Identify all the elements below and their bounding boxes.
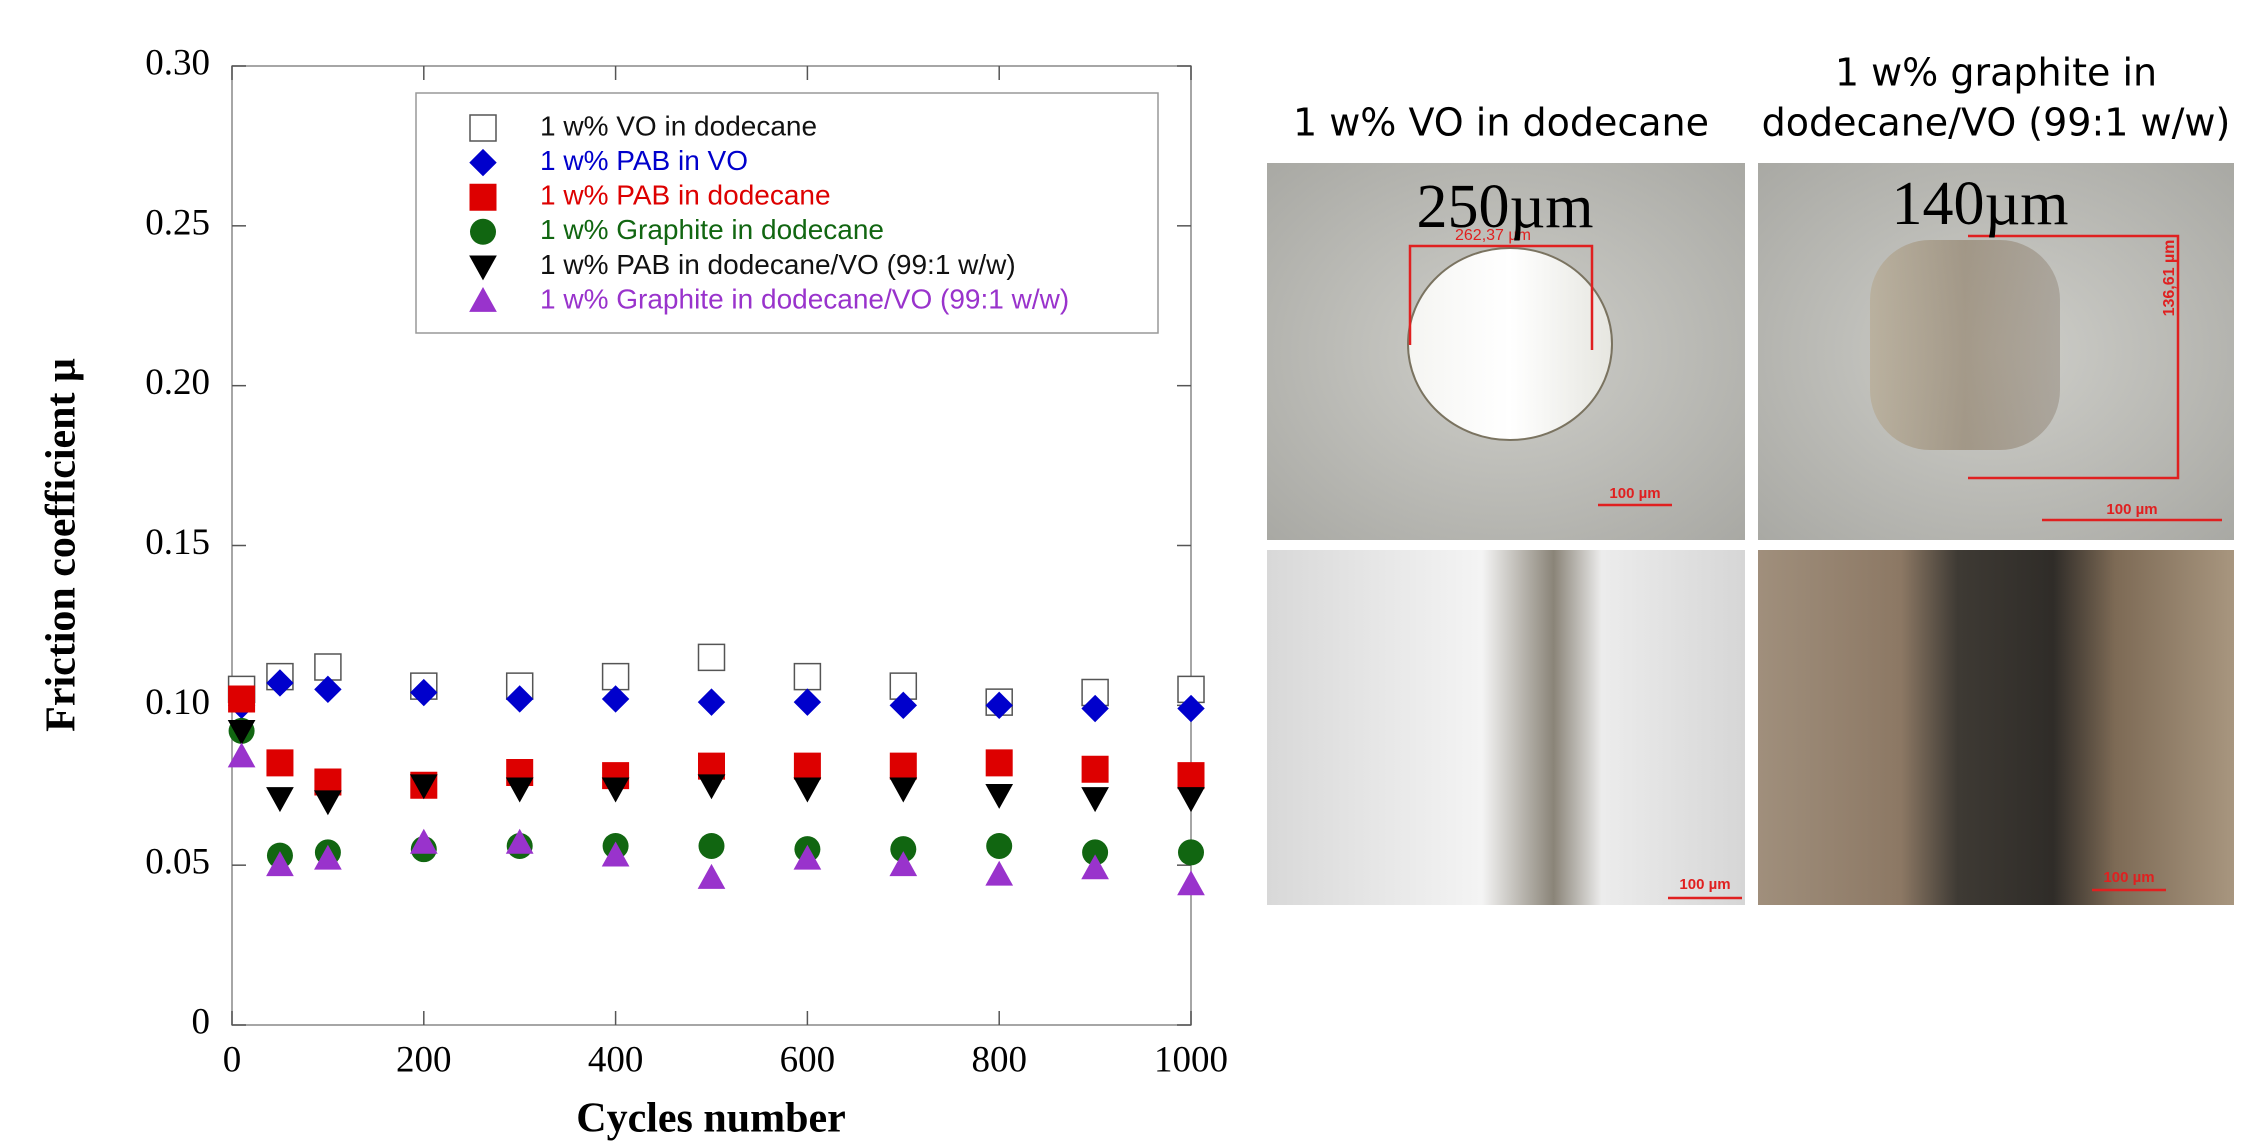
x-tick-label: 200: [396, 1039, 452, 1080]
x-axis-title: Cycles number: [576, 1096, 845, 1142]
legend-label: 1 w% Graphite in dodecane/VO (99:1 w/w): [540, 283, 1069, 314]
panel-title: 1 w% graphite in: [1835, 51, 2157, 95]
scale-label: 100 µm: [2106, 501, 2157, 518]
x-tick-label: 1000: [1154, 1039, 1228, 1080]
legend-label: 1 w% VO in dodecane: [540, 110, 817, 141]
legend-marker: [470, 219, 496, 245]
scar-size: 250µm: [1417, 173, 1594, 241]
data-point: [267, 788, 293, 811]
data-point: [699, 833, 725, 859]
data-point: [890, 753, 916, 779]
y-tick-label: 0.30: [145, 42, 210, 83]
legend-marker: [470, 115, 496, 141]
data-point: [1082, 788, 1108, 811]
data-point: [699, 865, 725, 888]
data-point: [699, 689, 725, 715]
y-tick-label: 0.25: [145, 202, 210, 243]
micrograph: [1267, 550, 1745, 905]
data-point: [794, 753, 820, 779]
micrographs: 1 w% VO in dodecane 1 w% graphite in dod…: [1267, 51, 2234, 906]
data-point: [603, 778, 629, 801]
data-point: [267, 750, 293, 776]
y-tick-label: 0: [192, 1001, 211, 1042]
data-point: [1178, 839, 1204, 865]
x-tick-label: 0: [223, 1039, 242, 1080]
legend-label: 1 w% PAB in dodecane: [540, 180, 831, 211]
scale-label: 100 µm: [1609, 485, 1660, 502]
y-tick-label: 0.05: [145, 842, 210, 883]
data-point: [229, 686, 255, 712]
legend-label: 1 w% PAB in VO: [540, 145, 748, 176]
legend-label: 1 w% Graphite in dodecane: [540, 214, 884, 245]
x-tick-label: 400: [588, 1039, 644, 1080]
x-tick-label: 600: [780, 1039, 836, 1080]
legend-label: 1 w% PAB in dodecane/VO (99:1 w/w): [540, 249, 1016, 280]
data-point: [699, 775, 725, 798]
data-point: [890, 778, 916, 801]
data-point: [794, 689, 820, 715]
scale-label: 100 µm: [1679, 876, 1730, 893]
page: Friction coefficient μ Cycles number 0 0.…: [0, 0, 2248, 1146]
y-axis-title: Friction coefficient μ: [39, 358, 85, 732]
x-tick-label: 800: [971, 1039, 1027, 1080]
data-point: [315, 791, 341, 814]
data-point: [986, 784, 1012, 807]
y-tick-label: 0.20: [145, 362, 210, 403]
chart: Friction coefficient μ Cycles number 0 0.…: [39, 42, 1228, 1141]
data-point: [794, 778, 820, 801]
data-point: [1178, 763, 1204, 789]
data-point: [507, 778, 533, 801]
data-point: [986, 862, 1012, 885]
scale-label: 100 µm: [2103, 869, 2154, 886]
y-tick-label: 0.10: [145, 682, 210, 723]
measure-label: 136,61 µm: [2161, 240, 2178, 317]
wear-scar: [1870, 240, 2060, 450]
wear-scar: [1408, 248, 1612, 440]
data-point: [1178, 871, 1204, 894]
legend-marker: [470, 184, 496, 210]
y-tick-label: 0.15: [145, 522, 210, 563]
data-point: [986, 833, 1012, 859]
panel-title: dodecane/VO (99:1 w/w): [1762, 101, 2231, 145]
scar-size: 140µm: [1892, 170, 2069, 238]
data-point: [699, 644, 725, 670]
micrograph: [1758, 550, 2234, 905]
data-point: [1178, 788, 1204, 811]
data-point: [1082, 756, 1108, 782]
panel-title: 1 w% VO in dodecane: [1293, 101, 1709, 145]
figure: Friction coefficient μ Cycles number 0 0.…: [0, 0, 2248, 1146]
data-point: [986, 750, 1012, 776]
data-point: [794, 664, 820, 690]
